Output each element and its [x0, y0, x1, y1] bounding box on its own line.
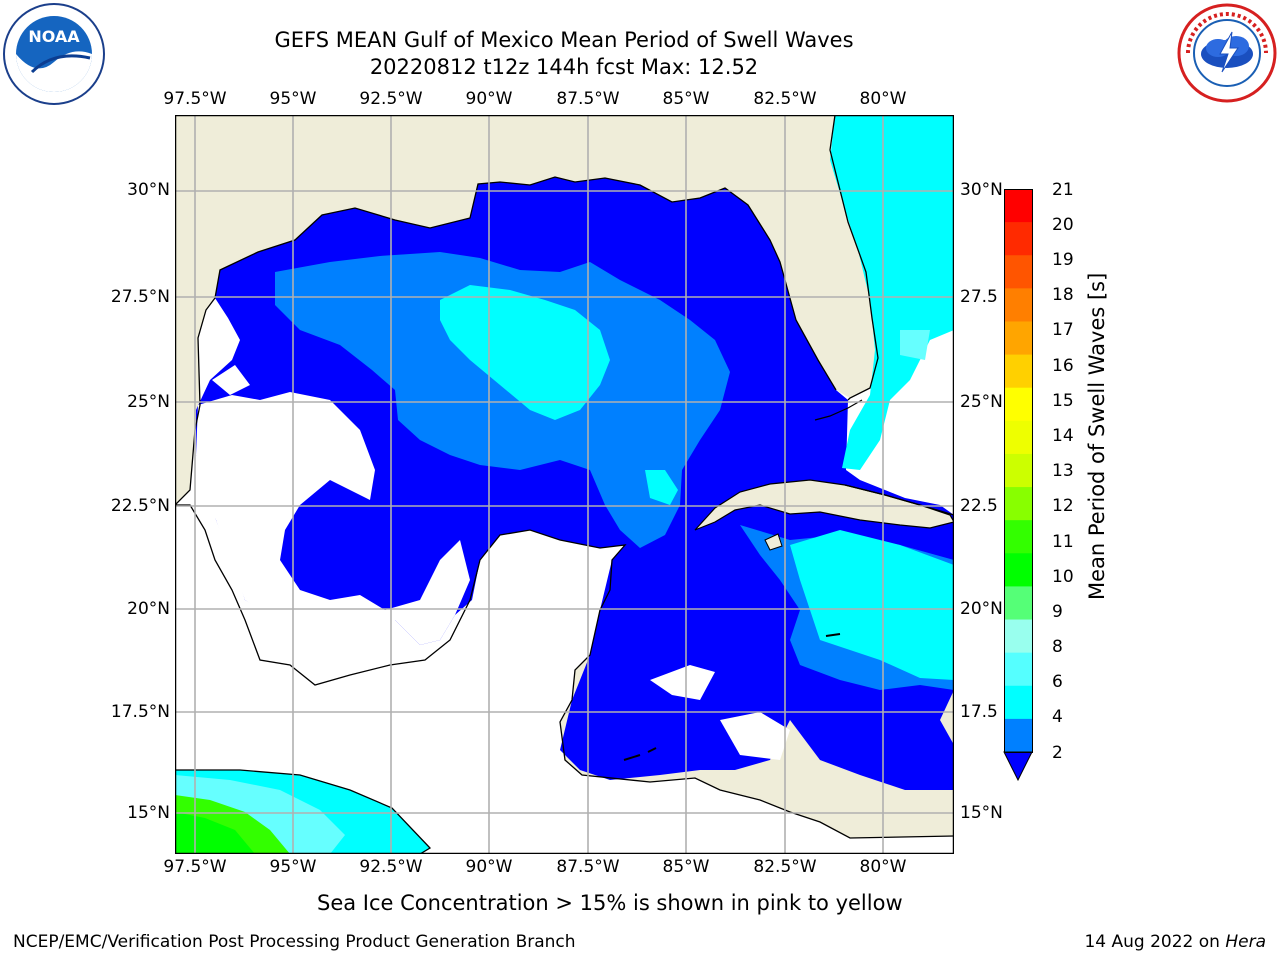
- map-frame: [175, 115, 954, 854]
- footer-date-text: 14 Aug 2022 on: [1084, 932, 1226, 952]
- colorbar-tick: 20: [1052, 215, 1074, 235]
- colorbar-swatch: [1004, 354, 1032, 389]
- lat-label-right: 17.5: [960, 702, 998, 722]
- lat-label-right: 30°N: [960, 180, 1003, 200]
- lon-label-bottom: 92.5°W: [359, 857, 423, 877]
- cuba-island: [694, 479, 954, 531]
- noaa-logo-text: NOAA: [28, 27, 80, 46]
- lon-label-bottom: 87.5°W: [556, 857, 620, 877]
- lat-label-right: 22.5: [960, 496, 998, 516]
- colorbar-tick: 21: [1052, 180, 1074, 200]
- colorbar-swatches: [1004, 189, 1032, 753]
- colorbar-tick: 8: [1052, 637, 1063, 657]
- lat-label-left: 17.5°N: [110, 702, 170, 722]
- colorbar-swatch: [1004, 420, 1032, 455]
- colorbar-tick: 6: [1052, 672, 1063, 692]
- swell-6-8s-central-2: [645, 470, 678, 505]
- lat-label-right: 15°N: [960, 803, 1003, 823]
- colorbar-swatch: [1004, 189, 1032, 223]
- lat-label-left: 22.5°N: [110, 496, 170, 516]
- lat-label-right: 20°N: [960, 599, 1003, 619]
- colorbar-swatch: [1004, 619, 1032, 654]
- swell-8-9s-atlantic: [900, 330, 930, 360]
- nws-logo: [1176, 2, 1278, 104]
- colorbar-tick: 9: [1052, 602, 1063, 622]
- colorbar-frame: [1004, 189, 1033, 753]
- lon-label-top: 97.5°W: [163, 89, 227, 109]
- lat-label-left: 27.5°N: [110, 287, 170, 307]
- no-data-patch-south: [650, 665, 715, 700]
- colorbar-swatch: [1004, 288, 1032, 322]
- lat-label-left: 25°N: [127, 392, 170, 412]
- lat-label-right: 27.5: [960, 287, 998, 307]
- colorbar-tick: 14: [1052, 426, 1074, 446]
- colorbar-tick: 10: [1052, 567, 1074, 587]
- isle-of-youth: [764, 533, 783, 551]
- map-grid: [175, 115, 954, 854]
- lon-label-bottom: 97.5°W: [163, 857, 227, 877]
- lon-label-top: 87.5°W: [556, 89, 620, 109]
- colorbar-swatch: [1004, 685, 1032, 720]
- lon-label-top: 80°W: [859, 89, 907, 109]
- footer-credit: NCEP/EMC/Verification Post Processing Pr…: [13, 932, 576, 952]
- colorbar-tick: 13: [1052, 461, 1074, 481]
- colorbar-tick: 4: [1052, 707, 1063, 727]
- colorbar-tick: 18: [1052, 285, 1074, 305]
- lon-label-bottom: 85°W: [662, 857, 710, 877]
- swell-6-8s-caribbean: [790, 530, 954, 680]
- colorbar-tick: 12: [1052, 496, 1074, 516]
- lat-label-left: 30°N: [127, 180, 170, 200]
- swell-4-6s: [275, 252, 730, 548]
- swell-period-map: [175, 115, 954, 854]
- colorbar: [1003, 189, 1033, 782]
- colorbar-swatch: [1004, 553, 1032, 587]
- colorbar-swatch: [1004, 453, 1032, 488]
- no-data-patch-west-2: [212, 365, 250, 395]
- colorbar-swatch: [1004, 520, 1032, 554]
- map-title: GEFS MEAN Gulf of Mexico Mean Period of …: [274, 28, 854, 52]
- colorbar-swatch: [1004, 586, 1032, 621]
- colorbar-tick: 17: [1052, 320, 1074, 340]
- lon-label-bottom: 95°W: [269, 857, 317, 877]
- swell-6-8s-atlantic: [830, 115, 954, 470]
- lat-label-left: 20°N: [127, 599, 170, 619]
- map-subtitle: 20220812 t12z 144h fcst Max: 12.52: [369, 55, 759, 79]
- colorbar-label: Mean Period of Swell Waves [s]: [1085, 272, 1109, 600]
- lon-label-bottom: 80°W: [859, 857, 907, 877]
- lon-label-top: 95°W: [269, 89, 317, 109]
- coastline: [175, 115, 954, 854]
- lon-label-top: 92.5°W: [359, 89, 423, 109]
- colorbar-tick: 16: [1052, 356, 1074, 376]
- colorbar-tick: 19: [1052, 250, 1074, 270]
- colorbar-swatch: [1004, 255, 1032, 289]
- no-data-patch-south-2: [720, 712, 790, 760]
- lon-label-top: 90°W: [465, 89, 513, 109]
- sea-ice-note: Sea Ice Concentration > 15% is shown in …: [317, 891, 903, 915]
- lon-label-bottom: 82.5°W: [753, 857, 817, 877]
- footer-host: Hera: [1225, 932, 1266, 952]
- florida-keys: [814, 399, 863, 421]
- lon-label-top: 85°W: [662, 89, 710, 109]
- colorbar-swatch: [1004, 321, 1032, 356]
- colorbar-swatch: [1004, 652, 1032, 687]
- no-data-patch-west: [196, 392, 470, 645]
- footer-date: 14 Aug 2022 on Hera: [1084, 932, 1266, 952]
- colorbar-swatch: [1004, 487, 1032, 521]
- lon-label-bottom: 90°W: [465, 857, 513, 877]
- swell-6-8s-central: [440, 285, 610, 420]
- colorbar-tick: 15: [1052, 391, 1074, 411]
- caribbean-islets: [623, 633, 841, 761]
- colorbar-swatch: [1004, 718, 1032, 753]
- lon-label-top: 82.5°W: [753, 89, 817, 109]
- colorbar-tick: 2: [1052, 743, 1063, 763]
- colorbar-swatch: [1004, 387, 1032, 422]
- colorbar-swatch: [1004, 222, 1032, 256]
- colorbar-tick: 11: [1052, 532, 1074, 552]
- colorbar-extend-arrow: [1003, 751, 1033, 782]
- lat-label-right: 25°N: [960, 392, 1003, 412]
- noaa-logo: NOAA: [2, 2, 106, 106]
- lat-label-left: 15°N: [127, 803, 170, 823]
